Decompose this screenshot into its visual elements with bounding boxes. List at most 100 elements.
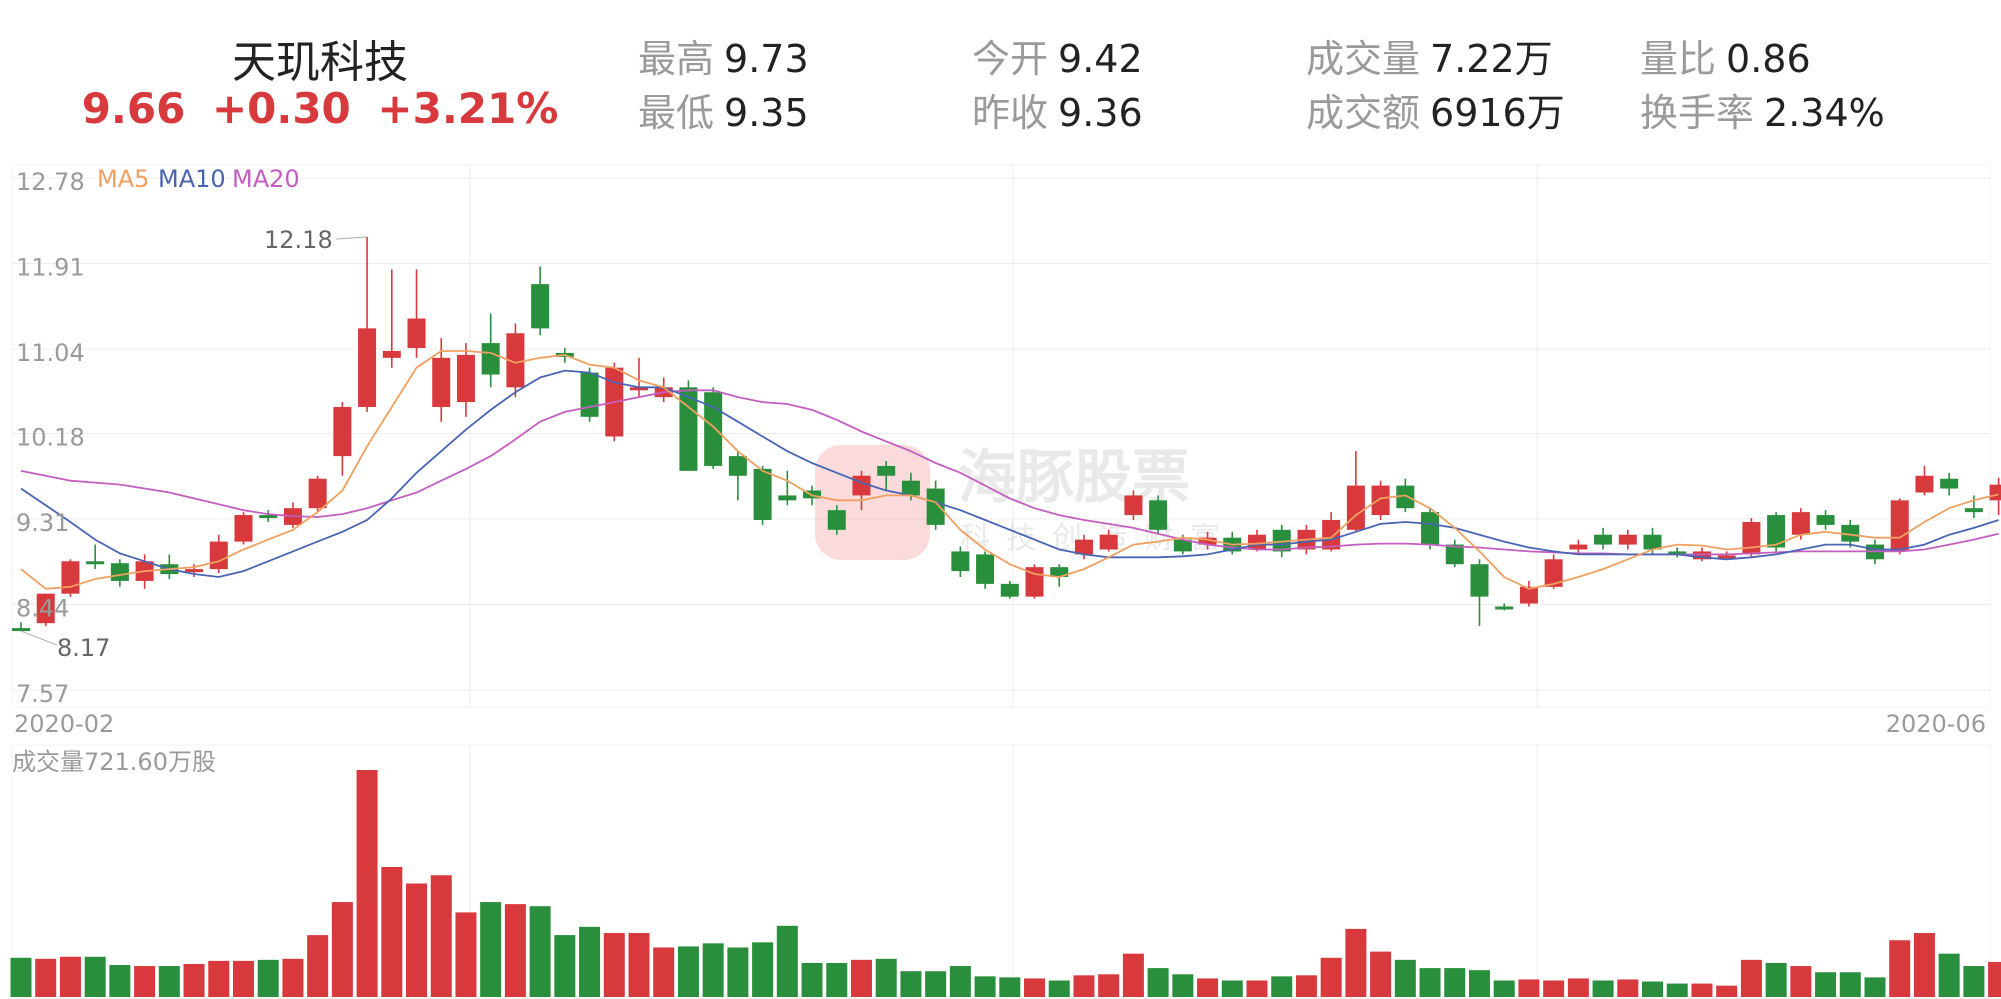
volume-bar xyxy=(109,965,131,997)
volume-title: 成交量721.60万股 xyxy=(12,748,216,776)
y-tick-label: 10.18 xyxy=(16,424,85,452)
stat-label: 换手率 xyxy=(1640,91,1755,135)
volume-bar xyxy=(455,912,477,997)
candle-body xyxy=(1272,529,1291,552)
volume-bar xyxy=(1518,979,1540,997)
volume-panel-frame xyxy=(11,744,1991,999)
volume-bar xyxy=(1691,983,1713,997)
high-annotation-leader xyxy=(335,236,368,240)
candle-body xyxy=(1569,544,1588,550)
stat-value: 9.42 xyxy=(1058,37,1143,81)
candle-body xyxy=(951,551,970,572)
candle-body xyxy=(481,343,500,375)
volume-bar xyxy=(603,933,625,997)
candle-body xyxy=(1519,586,1538,604)
volume-bar xyxy=(801,962,823,997)
candle-body xyxy=(1816,515,1835,525)
candle-body xyxy=(1000,583,1019,597)
volume-bar xyxy=(1320,957,1342,997)
candle-body xyxy=(407,318,426,349)
candle-body xyxy=(358,328,377,407)
stat-label: 成交额 xyxy=(1306,91,1421,135)
volume-bar xyxy=(59,956,81,997)
volume-bar xyxy=(208,960,230,997)
candle-body xyxy=(506,333,525,388)
candle-body xyxy=(728,456,747,476)
volume-bar xyxy=(999,977,1021,997)
volume-bar xyxy=(1122,953,1144,997)
volume-bar xyxy=(1394,959,1416,997)
candle-body xyxy=(1717,555,1736,559)
stat-label: 今开 xyxy=(972,37,1049,81)
stat-value: 2.34% xyxy=(1764,91,1885,135)
y-tick-label: 8.44 xyxy=(16,595,69,623)
volume-bar xyxy=(826,962,848,997)
volume-bar xyxy=(1617,979,1639,997)
candle-body xyxy=(259,515,278,519)
quote-header: 天玑科技 9.66 +0.30 +3.21% 最高 9.73 最低 9.35 今开 9… xyxy=(0,0,2001,160)
candle-body xyxy=(1915,475,1934,493)
candle-body xyxy=(1322,519,1341,550)
volume-bar xyxy=(1345,928,1367,997)
candle-body xyxy=(1594,534,1613,545)
candle-body xyxy=(753,468,772,520)
volume-bar xyxy=(381,866,403,997)
volume-bar xyxy=(1765,962,1787,997)
candle-body xyxy=(86,561,105,565)
stat-label: 量比 xyxy=(1640,37,1717,81)
candle-body xyxy=(1841,524,1860,542)
volume-bar xyxy=(1666,983,1688,997)
candle-body xyxy=(333,406,352,457)
current-price: 9.66 xyxy=(81,84,186,133)
watermark-logo-icon xyxy=(815,445,930,560)
stat-turnover-rate: 换手率 2.34% xyxy=(1640,82,1885,137)
candle-body xyxy=(1544,559,1563,587)
stat-turnover-amount: 成交额 6916万 xyxy=(1306,82,1565,137)
volume-bar xyxy=(702,943,724,997)
volume-bar xyxy=(1147,968,1169,997)
stat-value: 9.36 xyxy=(1058,91,1143,135)
volume-bar xyxy=(727,947,749,997)
volume-bar xyxy=(1938,953,1960,997)
candle-body xyxy=(1050,567,1069,577)
candle-body xyxy=(1767,515,1786,548)
low-annotation-leader xyxy=(20,630,58,646)
volume-bar xyxy=(1790,966,1812,997)
candle-body xyxy=(580,372,599,417)
candle-body xyxy=(1124,495,1143,516)
candle-body xyxy=(1099,534,1118,550)
candle-body xyxy=(1173,539,1192,552)
candle-body xyxy=(1668,551,1687,555)
legend-ma20: MA20 xyxy=(232,165,300,193)
stat-volume-ratio: 量比 0.86 xyxy=(1640,28,1811,83)
volume-bar xyxy=(1642,981,1664,997)
volume-bar xyxy=(406,883,428,997)
volume-bar xyxy=(1889,940,1911,997)
x-axis-label-start: 2020-02 xyxy=(14,710,114,738)
candle-body xyxy=(1198,537,1217,545)
volume-bar xyxy=(1988,961,2001,997)
candle-body xyxy=(308,478,327,509)
candle-body xyxy=(704,392,723,466)
candle-body xyxy=(926,488,945,525)
stat-label: 最低 xyxy=(638,91,715,135)
volume-bar xyxy=(356,770,378,997)
candle-body xyxy=(531,284,550,329)
candle-body xyxy=(1742,521,1761,555)
stat-value: 6916万 xyxy=(1430,91,1565,135)
legend-ma5: MA5 xyxy=(97,165,149,193)
low-annotation: 8.17 xyxy=(57,634,110,662)
volume-bar xyxy=(1271,976,1293,997)
volume-bar xyxy=(134,966,156,997)
price-change-percent: +3.21% xyxy=(377,84,559,133)
candle-body xyxy=(827,510,846,530)
volume-bar xyxy=(1098,974,1120,997)
candle-body xyxy=(432,357,451,407)
candle-body xyxy=(12,628,30,632)
y-tick-label: 12.78 xyxy=(16,168,85,196)
candle-body xyxy=(1149,500,1168,530)
stat-value: 7.22万 xyxy=(1430,37,1553,81)
volume-bar xyxy=(1864,977,1886,997)
volume-bar xyxy=(10,957,32,997)
